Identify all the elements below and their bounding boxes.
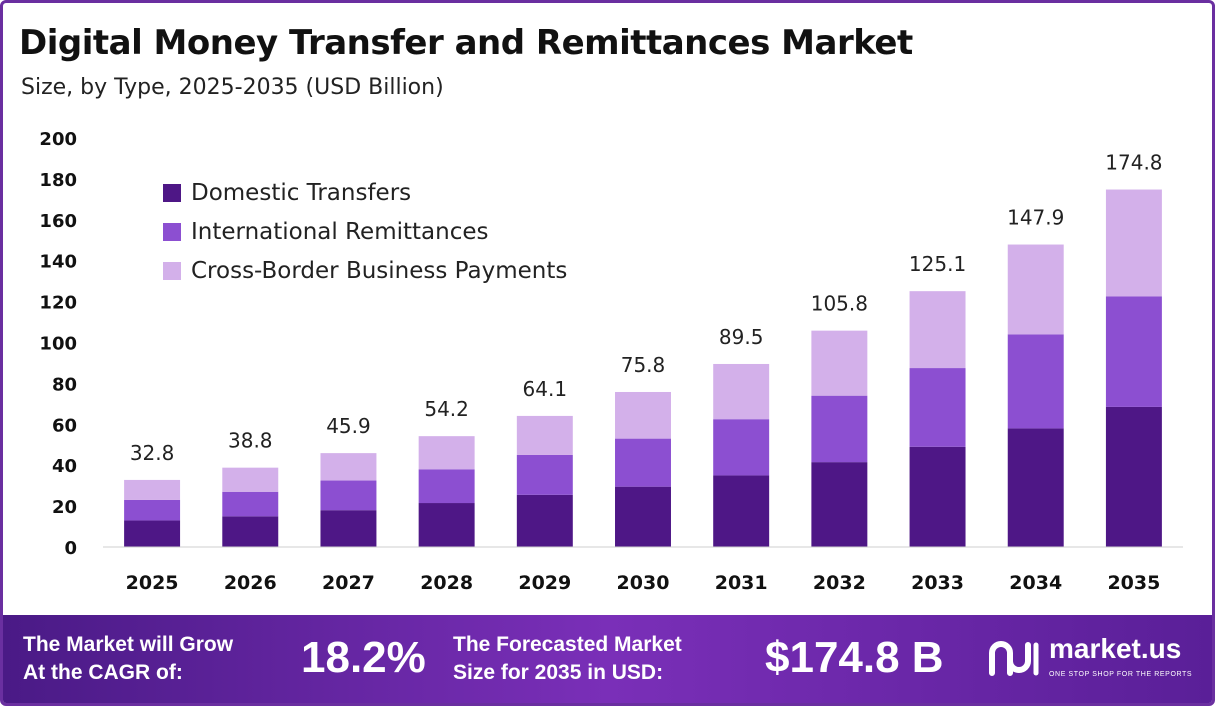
bar-segment-international [320, 480, 377, 511]
y-tick-label: 160 [39, 211, 77, 232]
x-tick-label: 2031 [715, 572, 768, 594]
bar-segment-domestic [222, 516, 279, 547]
bar-segment-crossborder [909, 291, 966, 369]
x-tick-label: 2028 [420, 572, 473, 594]
bar-segment-domestic [516, 494, 573, 547]
chart-title: Digital Money Transfer and Remittances M… [19, 23, 913, 63]
legend-swatch-crossborder [163, 261, 181, 280]
bar-segment-crossborder [222, 467, 279, 492]
bar-segment-crossborder [811, 330, 868, 396]
x-tick-label: 2025 [126, 572, 179, 594]
bar-segment-domestic [124, 520, 181, 547]
bar-segment-international [615, 438, 671, 487]
total-data-label: 64.1 [523, 377, 568, 401]
total-data-label: 125.1 [909, 252, 966, 276]
bar-segment-international [909, 368, 966, 447]
total-data-label: 89.5 [719, 325, 764, 349]
x-tick-label: 2026 [224, 572, 277, 594]
footer-banner: The Market will Grow At the CAGR of: 18.… [3, 615, 1212, 703]
y-tick-label: 100 [39, 334, 77, 355]
x-tick-label: 2029 [518, 572, 571, 594]
total-data-label: 38.8 [228, 429, 273, 453]
bar-segment-crossborder [1007, 244, 1064, 335]
x-tick-label: 2030 [617, 572, 670, 594]
y-tick-label: 0 [64, 538, 77, 559]
bar-segment-international [124, 499, 181, 521]
legend-swatch-domestic [163, 183, 181, 202]
legend-item-domestic: Domestic Transfers [163, 173, 567, 212]
bar-segment-crossborder [418, 436, 475, 470]
total-labels: 32.8 38.8 45.9 54.2 64.1 75.8 89.5 105.8 125.1 14… [130, 151, 1163, 465]
cagr-label-line2: At the CAGR of: [23, 661, 183, 684]
bar-segment-crossborder [1105, 189, 1162, 297]
total-data-label: 75.8 [621, 353, 666, 377]
x-tick-label: 2033 [911, 572, 964, 594]
bar-segment-international [713, 419, 770, 476]
bar-stacks [124, 189, 1162, 547]
bar-segment-international [222, 491, 279, 517]
legend-label-crossborder: Cross-Border Business Payments [191, 257, 568, 284]
forecast-label-line1: The Forecasted Market [453, 633, 682, 656]
bar-segment-crossborder [516, 415, 573, 455]
legend-item-crossborder: Cross-Border Business Payments [163, 251, 567, 290]
chart-legend: Domestic Transfers International Remitta… [163, 173, 567, 290]
x-tick-label: 2035 [1107, 572, 1160, 594]
bar-segment-international [1007, 334, 1064, 429]
total-data-label: 32.8 [130, 441, 175, 465]
legend-label-domestic: Domestic Transfers [191, 179, 412, 206]
x-tick-label: 2027 [322, 572, 375, 594]
bar-segment-crossborder [320, 453, 377, 481]
bar-segment-domestic [909, 446, 966, 547]
total-data-label: 45.9 [326, 414, 371, 438]
bar-segment-international [811, 395, 868, 463]
x-tick-label: 2034 [1009, 572, 1062, 594]
y-tick-label: 200 [39, 129, 77, 150]
y-tick-label: 180 [39, 170, 77, 191]
bar-segment-domestic [713, 475, 770, 547]
bar-segment-international [418, 469, 475, 504]
forecast-label-line2: Size for 2035 in USD: [453, 661, 664, 684]
x-axis: 2025 2026 2027 2028 2029 2030 2031 2032 2033 2034… [103, 546, 1183, 594]
y-axis: 0 20 40 60 80 100 120 140 160 180 200 [39, 129, 77, 559]
brand-tagline: ONE STOP SHOP FOR THE REPORTS [1049, 671, 1193, 678]
total-data-label: 174.8 [1105, 151, 1162, 175]
y-tick-label: 120 [39, 293, 77, 314]
cagr-value: 18.2% [301, 633, 426, 682]
bar-segment-crossborder [124, 479, 181, 500]
bar-segment-crossborder [615, 391, 671, 439]
bar-segment-domestic [418, 503, 475, 547]
bar-segment-domestic [811, 462, 868, 547]
forecast-label: The Forecasted Market Size for 2035 in U… [453, 631, 682, 687]
legend-item-international: International Remittances [163, 212, 567, 251]
total-data-label: 147.9 [1007, 206, 1064, 230]
bar-segment-domestic [1007, 428, 1064, 547]
y-tick-label: 60 [52, 415, 77, 436]
legend-swatch-international [163, 222, 181, 241]
chart-subtitle: Size, by Type, 2025-2035 (USD Billion) [21, 75, 444, 100]
y-tick-label: 40 [52, 456, 77, 477]
forecast-value: $174.8 B [765, 633, 944, 682]
total-data-label: 54.2 [424, 397, 469, 421]
legend-label-international: International Remittances [191, 218, 489, 245]
y-tick-label: 80 [52, 374, 77, 395]
total-data-label: 105.8 [811, 292, 868, 316]
bar-segment-crossborder [713, 363, 770, 420]
bar-segment-international [516, 454, 573, 495]
cagr-label-line1: The Market will Grow [23, 633, 234, 656]
bar-segment-domestic [320, 510, 377, 547]
y-tick-label: 20 [52, 497, 77, 518]
bar-segment-international [1105, 296, 1162, 407]
x-tick-label: 2032 [813, 572, 866, 594]
bar-segment-domestic [1105, 406, 1162, 547]
bar-chart: 0 20 40 60 80 100 120 140 160 180 200 32.8 38.8 45.9… [39, 129, 1183, 594]
cagr-label: The Market will Grow At the CAGR of: [23, 631, 233, 687]
bar-segment-domestic [615, 486, 671, 547]
brand-name: market.us [1049, 633, 1182, 664]
brand-logo-icon [989, 641, 1039, 676]
y-tick-label: 140 [39, 252, 77, 273]
